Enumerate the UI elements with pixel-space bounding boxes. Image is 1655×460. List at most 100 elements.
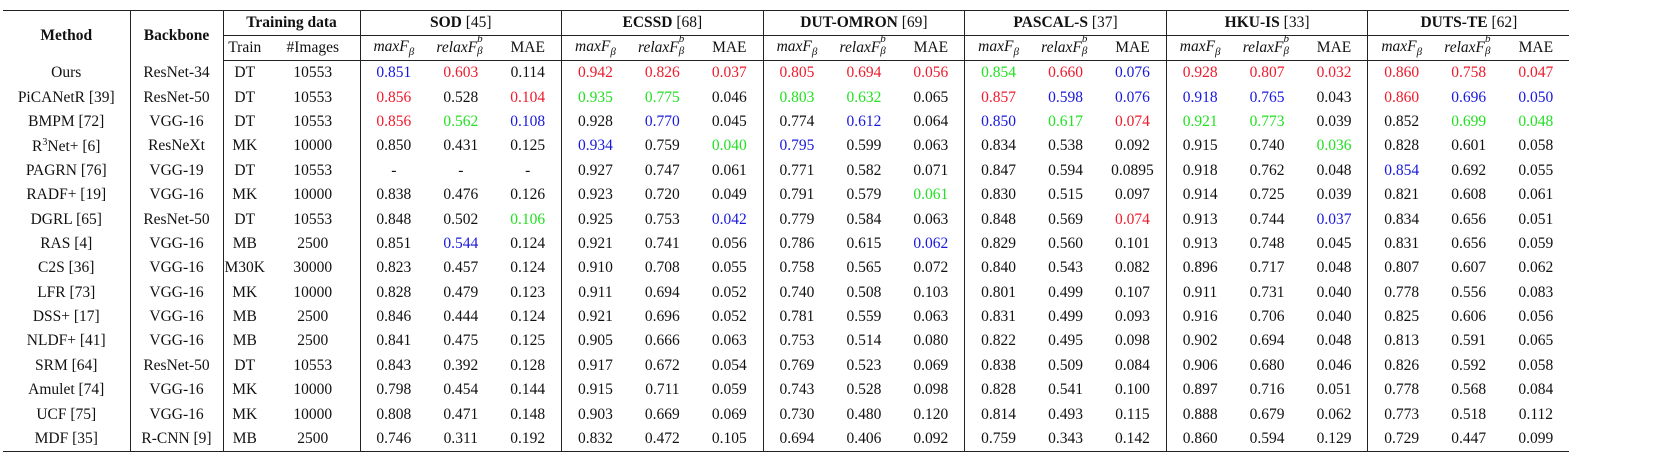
score-cell: 0.480 xyxy=(846,405,882,423)
metric-sub: β xyxy=(880,45,886,57)
score-cell: 0.103 xyxy=(897,280,966,305)
backbone-cell: VGG-16 xyxy=(130,109,224,135)
method-name: NLDF+ [41] xyxy=(26,332,106,350)
score-cell: 0.656 xyxy=(1451,210,1487,228)
images-cell: 10553 xyxy=(266,207,361,232)
score-cell: 0.608 xyxy=(1451,186,1487,204)
score-cell: 0.928 xyxy=(577,112,613,130)
score-cell: 0.921 xyxy=(1182,112,1218,130)
table-row: Amulet [74] VGG-16 MK 10000 0.798 0.454 0.144 0… xyxy=(3,378,1569,403)
method-name: C2S [36] xyxy=(38,259,95,277)
score-cell: 0.048 xyxy=(1518,112,1554,130)
score-cell: 0.058 xyxy=(1518,356,1554,374)
score-cell: 0.061 xyxy=(1518,186,1554,204)
score-cell: - xyxy=(494,158,563,183)
score-cell: 0.100 xyxy=(1099,378,1167,403)
score-cell: 0.725 xyxy=(1249,186,1285,204)
metric-sub: β xyxy=(408,46,415,58)
backbone-cell: VGG-16 xyxy=(130,304,224,330)
score-cell: 0.916 xyxy=(1182,308,1218,326)
score-cell: 0.913 xyxy=(1182,234,1218,252)
method-cell: PAGRN [76] xyxy=(3,158,131,183)
score-cell: 0.062 xyxy=(1518,259,1554,277)
method-name: UCF [75] xyxy=(36,405,97,423)
score-cell: 0.612 xyxy=(846,112,882,130)
metric-name: MAE xyxy=(1316,39,1352,56)
score-cell: 0.927 xyxy=(577,161,613,179)
backbone-cell: VGG-16 xyxy=(130,329,224,354)
backbone-cell: ResNet-50 xyxy=(130,85,224,110)
score-cell: 0.617 xyxy=(1048,112,1083,130)
header-metric: MAE xyxy=(695,35,764,61)
table-row: Ours ResNet-34 DT 10553 0.851 0.603 0.114 0.942… xyxy=(3,60,1569,86)
score-cell: 0.669 xyxy=(644,405,680,423)
header-metric: MAE xyxy=(1099,35,1167,61)
method-cell: SRM [64] xyxy=(3,353,131,379)
score-cell: 0.062 xyxy=(1300,402,1369,427)
score-cell: 0.729 xyxy=(1384,430,1420,448)
score-cell: 0.052 xyxy=(695,280,764,305)
score-cell: 0.823 xyxy=(376,259,412,277)
dataset-ref: [37] xyxy=(1091,14,1118,31)
score-cell: 0.508 xyxy=(846,283,882,301)
backbone-cell: R-CNN [9] xyxy=(130,426,224,452)
score-cell: 0.032 xyxy=(1300,60,1369,86)
metric-name: maxF xyxy=(1381,38,1417,55)
metric-name: relaxF xyxy=(1242,39,1284,56)
score-cell: 0.076 xyxy=(1099,60,1167,86)
score-cell: 0.798 xyxy=(376,381,412,399)
score-cell: 0.043 xyxy=(1300,85,1369,110)
score-cell: 0.083 xyxy=(1518,283,1554,301)
dataset-ref: [45] xyxy=(465,14,492,31)
score-cell: 0.528 xyxy=(443,88,479,106)
score-cell: 0.731 xyxy=(1249,283,1285,301)
score-cell: 0.064 xyxy=(897,109,966,135)
score-cell: 0.584 xyxy=(846,210,882,228)
score-cell: 0.773 xyxy=(1249,112,1285,130)
score-cell: 0.063 xyxy=(897,304,966,330)
score-cell: 0.560 xyxy=(1048,234,1083,252)
score-cell: 0.740 xyxy=(1249,137,1285,155)
method-cell: C2S [36] xyxy=(3,256,131,281)
table-row: LFR [73] VGG-16 MK 10000 0.828 0.479 0.123 0.91… xyxy=(3,280,1569,305)
score-cell: 0.098 xyxy=(897,378,966,403)
score-cell: 0.918 xyxy=(1182,161,1218,179)
score-cell: 0.097 xyxy=(1099,182,1167,208)
score-cell: 0.770 xyxy=(644,112,680,130)
score-cell: 0.107 xyxy=(1099,280,1167,305)
score-cell: 0.915 xyxy=(577,381,613,399)
score-cell: 0.543 xyxy=(1048,259,1083,277)
score-cell: 0.759 xyxy=(644,137,680,155)
score-cell: 0.773 xyxy=(1384,405,1420,423)
score-cell: 0.037 xyxy=(695,60,764,86)
score-cell: 0.059 xyxy=(695,378,764,403)
score-cell: 0.541 xyxy=(1048,381,1083,399)
score-cell: 0.840 xyxy=(981,259,1016,277)
score-cell: 0.472 xyxy=(644,430,680,448)
header-dataset: HKU-IS [33] xyxy=(1166,10,1369,36)
score-cell: 0.762 xyxy=(1249,161,1285,179)
score-cell: 0.493 xyxy=(1048,405,1083,423)
score-cell: 0.692 xyxy=(1451,161,1487,179)
dataset-name: DUT-OMRON xyxy=(800,14,898,31)
score-cell: 0.115 xyxy=(1099,402,1167,427)
score-cell: 0.045 xyxy=(695,109,764,135)
images-cell: 10000 xyxy=(266,402,361,427)
score-cell: 0.903 xyxy=(577,405,613,423)
score-cell: 0.771 xyxy=(779,161,815,179)
score-cell: 0.905 xyxy=(577,332,613,350)
table-row: R3Net+ [6] ResNeXt MK 10000 0.850 0.431 0.125 0… xyxy=(3,134,1569,159)
score-cell: 0.851 xyxy=(376,64,412,82)
score-cell: 0.092 xyxy=(1099,134,1167,159)
train-cell: MK xyxy=(232,137,258,155)
score-cell: 0.838 xyxy=(376,186,412,204)
images-cell: 10553 xyxy=(266,109,361,135)
score-cell: 0.076 xyxy=(1099,85,1167,110)
train-cell: DT xyxy=(234,210,256,228)
method-name: PAGRN [76] xyxy=(25,161,107,179)
score-cell: 0.852 xyxy=(1384,112,1420,130)
score-cell: 0.050 xyxy=(1518,88,1554,106)
score-cell: 0.706 xyxy=(1249,308,1285,326)
metric-sup: b xyxy=(1081,33,1088,45)
